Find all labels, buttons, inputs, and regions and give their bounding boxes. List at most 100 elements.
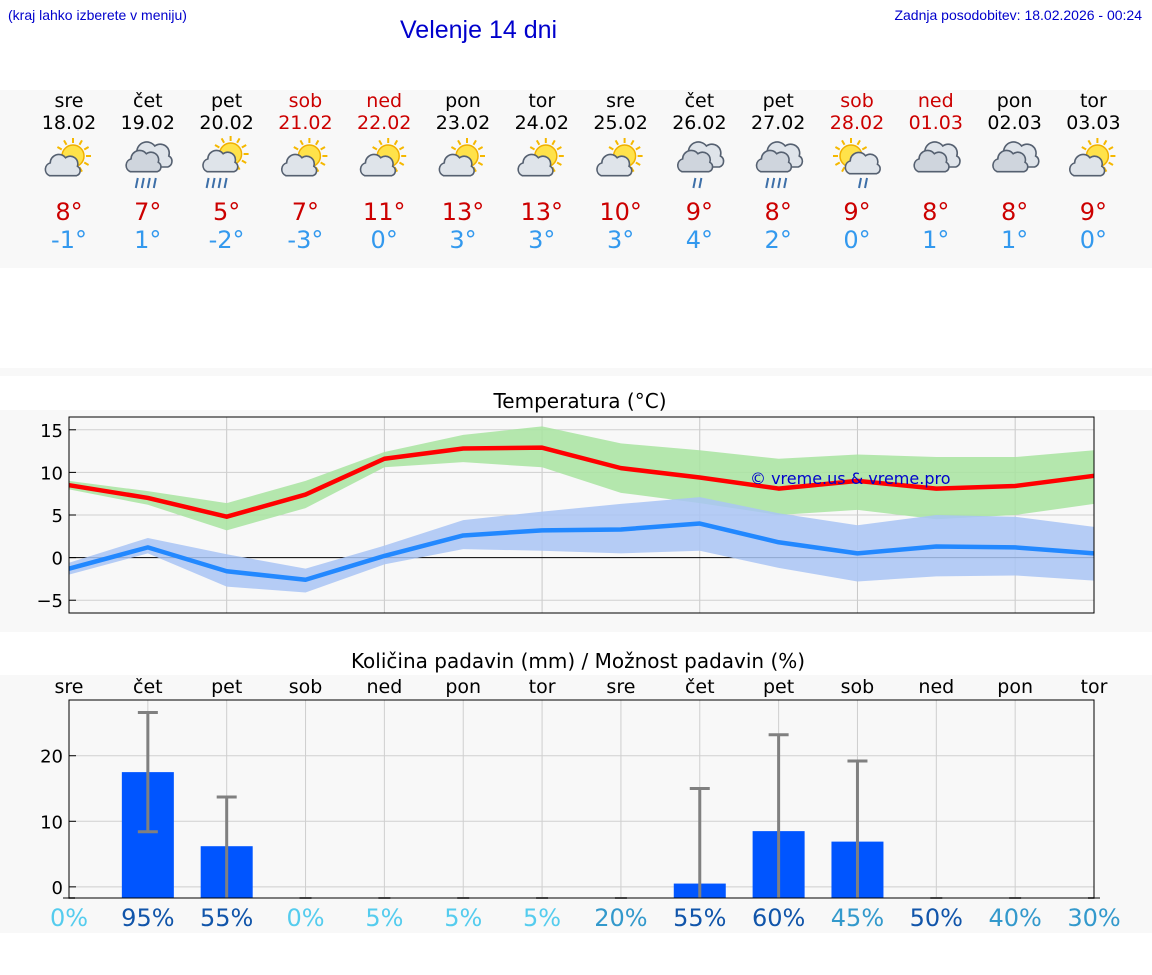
partly-cloudy-sun-icon (438, 138, 485, 177)
max-temp: 5° (213, 198, 240, 226)
last-update: Zadnja posodobitev: 18.02.2026 - 00:24 (894, 7, 1142, 23)
x-category-label: čet (133, 676, 163, 698)
day-date: 01.03 (909, 112, 963, 134)
sun-ray (457, 139, 462, 146)
sun-ray (529, 146, 536, 151)
cloud-shape (44, 153, 81, 177)
x-category-label: ned (918, 676, 954, 698)
temperature-chart: Temperatura (°C) 15 10 5 0 −5 © vreme.us & vre… (36, 389, 1095, 614)
partly-cloudy-sun-icon (280, 138, 328, 177)
day-name: tor (528, 90, 555, 112)
sun-ray (83, 146, 90, 151)
sun-ray (378, 139, 383, 146)
sun-ray (1108, 161, 1114, 166)
sun-ray (78, 139, 83, 146)
rain-drop (771, 177, 776, 189)
sun-ray (83, 161, 90, 166)
sun-ray (556, 146, 562, 151)
y-tick-label: 0 (52, 878, 63, 899)
day-name: tor (1080, 90, 1107, 112)
cloud-shape (359, 153, 397, 177)
precip-probability: 95% (121, 904, 174, 932)
rain-drop (864, 177, 868, 189)
sun-ray (398, 146, 405, 151)
partly-cloudy-sun-icon (517, 138, 564, 177)
sun-ray (241, 159, 247, 164)
min-temp: 3° (528, 226, 555, 254)
x-category-label: čet (685, 676, 715, 698)
max-temp-line (68, 445, 1095, 519)
max-temp: 7° (134, 198, 161, 226)
sun-ray (450, 146, 457, 151)
rain-drop (765, 177, 770, 189)
day-date: 22.02 (357, 112, 411, 134)
sun-ray (834, 161, 841, 166)
max-temp: 10° (599, 198, 642, 226)
precip-probability: 5% (444, 904, 482, 932)
sun-ray (861, 146, 868, 151)
precip-probability: 60% (752, 904, 805, 932)
precip-probability: 55% (673, 904, 726, 932)
min-temp: 1° (922, 226, 949, 254)
rain-drop (211, 177, 216, 189)
max-temp-band (69, 426, 1094, 531)
sun-ray (299, 139, 304, 146)
day-date: 02.03 (987, 112, 1041, 134)
max-temp: 9° (686, 198, 713, 226)
plot-frame (68, 699, 1095, 899)
sun-ray (551, 139, 556, 146)
sun-ray (1087, 139, 1092, 146)
sun-ray (630, 139, 635, 146)
day-date: 23.02 (436, 112, 490, 134)
rain-drop (777, 177, 782, 189)
day-name: čet (133, 90, 163, 112)
rain-drop (140, 177, 145, 189)
rain-drop (858, 177, 862, 189)
x-category-label: pon (997, 676, 1033, 698)
partly-cloudy-sun-icon (596, 138, 643, 177)
sun-ray (841, 166, 846, 173)
cloud-shape (844, 151, 881, 175)
day-name: pet (763, 90, 794, 112)
rain-drop (134, 177, 139, 189)
cloud-shape (517, 153, 554, 177)
max-temp: 8° (922, 198, 949, 226)
day-name: ned (366, 90, 402, 112)
y-tick-label: 20 (40, 747, 63, 768)
x-category-label: pet (763, 676, 794, 698)
day-date: 27.02 (751, 112, 805, 134)
cloud-shape (125, 149, 162, 173)
light-rain-cloud-icon (676, 141, 725, 189)
sun-rain-icon (202, 136, 249, 189)
min-temp: 0° (1080, 226, 1107, 254)
cloud-shape (1068, 153, 1106, 177)
sun-ray (63, 139, 68, 146)
rain-drop (698, 177, 703, 189)
day-name: sre (55, 90, 84, 112)
rain-drop (217, 177, 222, 189)
sun-ray (608, 146, 614, 151)
sun-ray (1081, 146, 1087, 151)
precip-probability: 45% (831, 904, 884, 932)
sun-ray (320, 146, 326, 151)
max-temp: 7° (292, 198, 319, 226)
region-hint: (kraj lahko izberete v meniju) (8, 7, 187, 23)
rain-cloud-icon (125, 141, 173, 189)
min-temp: 4° (686, 226, 713, 254)
precip-probability: 0% (50, 904, 88, 932)
day-name: pon (445, 90, 481, 112)
min-temp: -2° (209, 226, 245, 254)
sun-ray (856, 139, 861, 146)
cloud-shape (913, 149, 950, 173)
precip-probability: 0% (286, 904, 324, 932)
sun-ray (834, 146, 841, 151)
sun-ray (472, 139, 477, 146)
sun-ray (214, 144, 220, 149)
precipitation-chart: Količina padavin (mm) / Možnost padavin … (40, 649, 1121, 932)
rain-drop (223, 177, 228, 189)
y-tick-label: 0 (52, 549, 63, 570)
sun-light-rain-icon (833, 138, 881, 189)
